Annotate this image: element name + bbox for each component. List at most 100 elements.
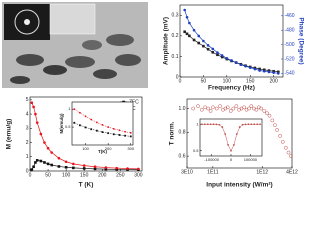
data-point (112, 127, 115, 130)
data-point (185, 32, 189, 36)
x-tick-label: 300 (134, 172, 143, 178)
series-line (184, 9, 279, 74)
data-point (79, 111, 81, 114)
data-point (230, 149, 232, 152)
data-point (35, 121, 39, 124)
data-point (39, 159, 43, 163)
data-point (79, 124, 81, 127)
data-point (258, 69, 261, 72)
data-point (216, 51, 219, 54)
data-point (188, 21, 191, 25)
data-point (72, 166, 75, 170)
data-point (209, 123, 212, 126)
data-point (118, 129, 121, 132)
data-point (262, 69, 266, 73)
data-point (90, 128, 93, 131)
data-point (73, 108, 76, 111)
data-point (202, 44, 205, 48)
data-point (220, 55, 224, 59)
data-point (272, 71, 275, 74)
y-tick-label: 0 (176, 74, 179, 80)
data-point (93, 165, 97, 169)
data-point (223, 106, 228, 111)
y-tick-label: 0.6 (179, 153, 186, 159)
y-tick-label: 1.0 (179, 106, 186, 112)
data-point (253, 67, 257, 71)
data-point (259, 123, 261, 126)
y2-tick-label: -540 (285, 71, 295, 77)
data-point (262, 109, 267, 113)
data-point (95, 129, 98, 132)
data-point (73, 121, 76, 124)
data-point (34, 112, 37, 116)
x-tick-label: 1E12 (256, 169, 268, 175)
y-tick-label: 1 (196, 121, 199, 126)
data-point (265, 111, 269, 116)
data-point (203, 123, 206, 126)
data-point (201, 123, 203, 126)
data-point (267, 70, 271, 74)
data-point (35, 159, 39, 162)
data-point (118, 134, 121, 136)
y-tick-label: 0.5 (65, 124, 71, 129)
plot-frame (179, 4, 284, 78)
y-tick-label: 3 (26, 126, 29, 132)
data-point (258, 67, 261, 71)
x-axis-label: T(K) (98, 149, 107, 154)
data-point (104, 166, 108, 169)
x-tick-label: 100 (82, 146, 89, 151)
data-point (289, 154, 293, 158)
data-point (270, 118, 275, 123)
data-point (82, 167, 86, 170)
data-point (46, 146, 50, 150)
data-point (273, 123, 277, 128)
data-point (253, 123, 256, 126)
hrtem-inset (49, 3, 96, 35)
x-tick-label: 0 (29, 172, 32, 178)
data-point (277, 72, 280, 75)
data-point (104, 167, 108, 171)
y2-tick-label: -460 (285, 13, 295, 19)
plot-frame (71, 101, 134, 146)
series-line (184, 31, 279, 73)
data-point (230, 59, 233, 62)
data-point (57, 156, 61, 160)
data-point (206, 44, 210, 47)
data-point (84, 115, 87, 118)
data-point (206, 123, 209, 126)
y-tick-label: 5 (26, 97, 29, 103)
x-tick-label: 150 (246, 78, 255, 84)
data-point (197, 34, 201, 38)
data-point (50, 151, 53, 154)
data-point (228, 109, 233, 113)
data-point (234, 104, 239, 108)
data-point (72, 162, 75, 166)
data-point (50, 163, 53, 167)
particle (16, 54, 44, 66)
x-tick-label: 1E11 (207, 169, 219, 175)
x-tick-label: -100000 (204, 157, 219, 162)
data-point (124, 130, 126, 133)
particle (65, 56, 95, 68)
data-point (183, 30, 186, 34)
x-tick-label: 100 (62, 172, 71, 178)
data-point (244, 123, 247, 126)
data-point (267, 113, 272, 118)
data-point (208, 109, 213, 113)
x-tick-label: 0 (230, 157, 233, 162)
data-point (107, 126, 110, 128)
data-point (220, 54, 224, 57)
data-point (129, 131, 132, 134)
data-point (238, 126, 241, 128)
data-point (95, 121, 98, 124)
y-tick-label: 1 (68, 106, 71, 111)
data-point (234, 61, 238, 64)
x-axis-label: T (K) (79, 182, 94, 189)
data-point (101, 131, 104, 133)
y-tick-label: 0.1 (172, 54, 179, 60)
data-point (259, 106, 263, 111)
y-tick-label: 0.8 (179, 130, 186, 136)
y-tick-label: 2 (26, 140, 29, 146)
data-point (211, 47, 215, 51)
